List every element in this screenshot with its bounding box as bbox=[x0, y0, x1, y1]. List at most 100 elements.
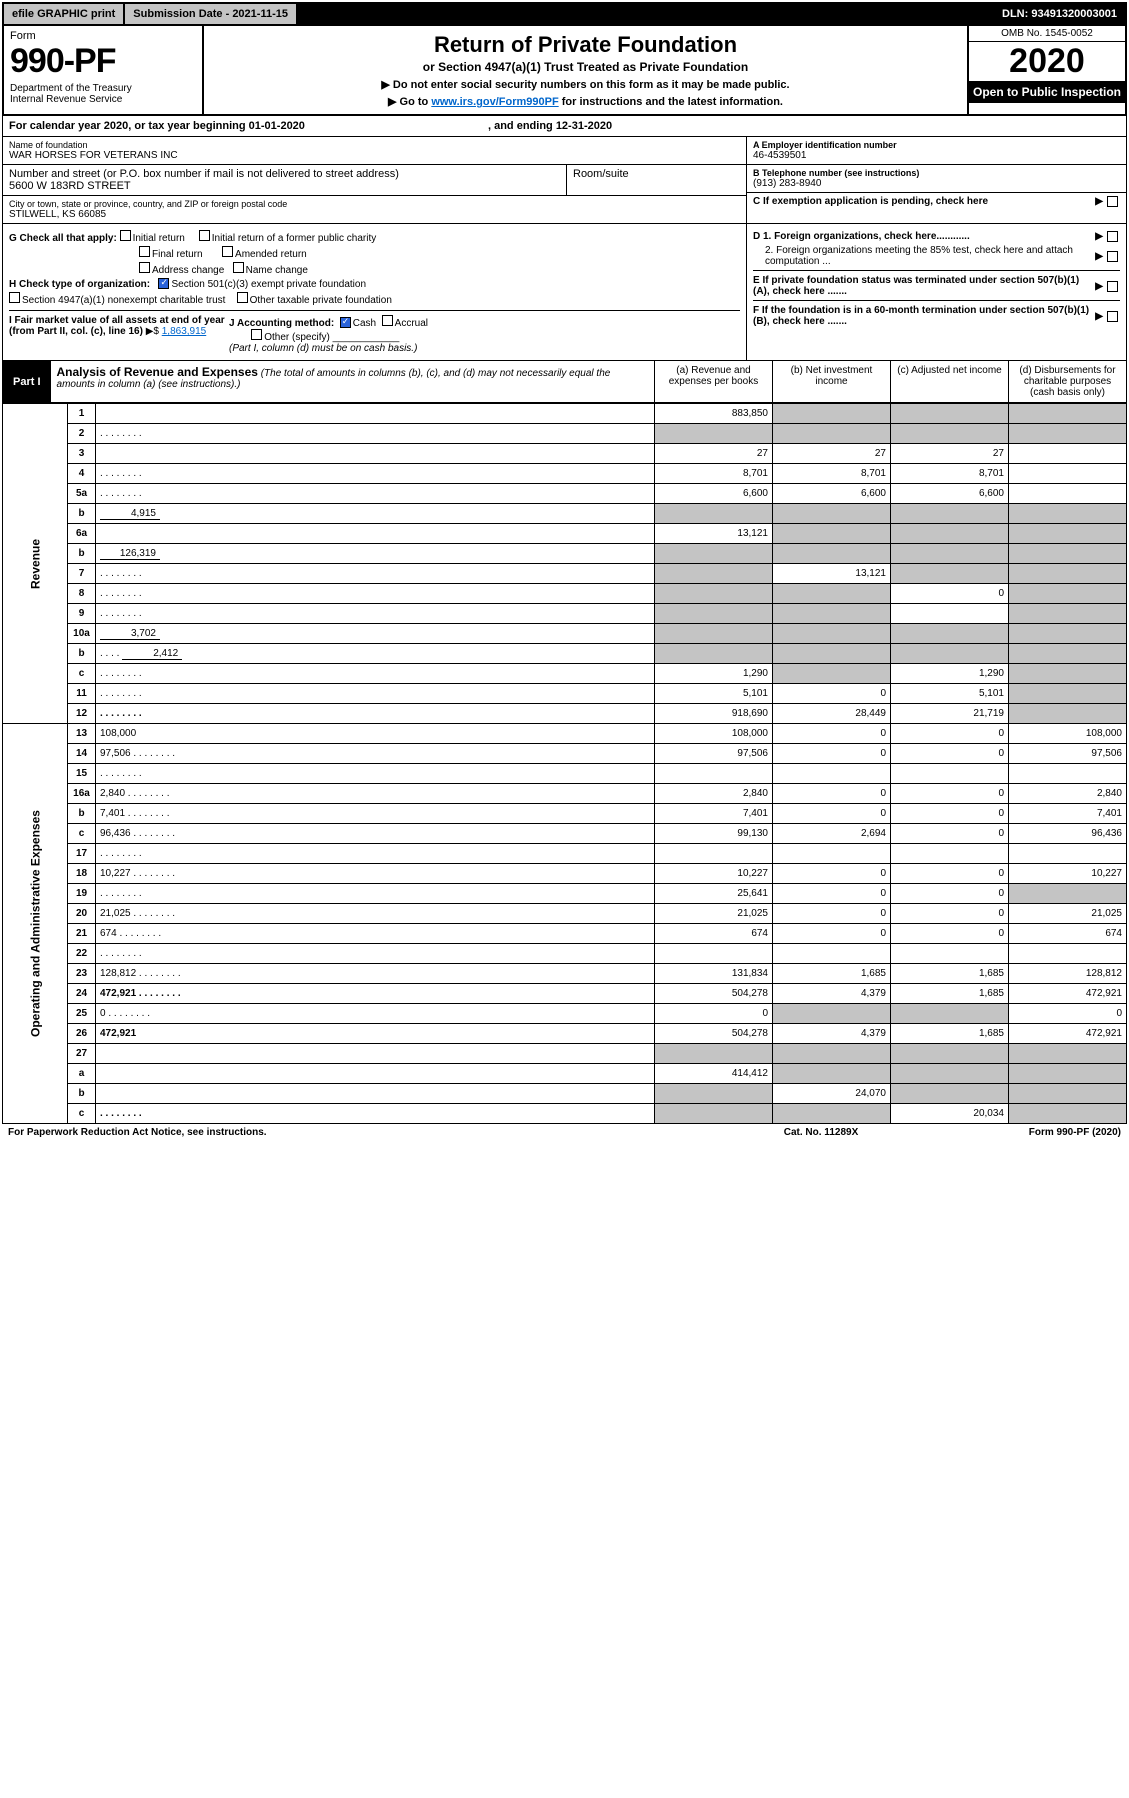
table-row: 19 . . . . . . . .25,64100 bbox=[3, 884, 1127, 904]
table-row: c . . . . . . . .1,2901,290 bbox=[3, 664, 1127, 684]
cell-b bbox=[773, 664, 891, 684]
cell-c bbox=[891, 944, 1009, 964]
table-row: 27 bbox=[3, 1044, 1127, 1064]
cell-a bbox=[655, 544, 773, 564]
cell-d bbox=[1009, 444, 1127, 464]
row-number: b bbox=[68, 644, 96, 664]
d1-checkbox[interactable] bbox=[1107, 231, 1118, 242]
cell-d bbox=[1009, 1064, 1127, 1084]
table-row: 22 . . . . . . . . bbox=[3, 944, 1127, 964]
4947-checkbox[interactable] bbox=[9, 292, 20, 303]
f-checkbox[interactable] bbox=[1107, 311, 1118, 322]
cell-c: 1,685 bbox=[891, 964, 1009, 984]
cell-a: 131,834 bbox=[655, 964, 773, 984]
e-checkbox[interactable] bbox=[1107, 281, 1118, 292]
city-value: STILWELL, KS 66085 bbox=[9, 209, 740, 220]
cell-d bbox=[1009, 764, 1127, 784]
cell-b: 0 bbox=[773, 784, 891, 804]
table-row: b 4,915 bbox=[3, 504, 1127, 524]
cash-checkbox[interactable] bbox=[340, 317, 351, 328]
cell-d: 472,921 bbox=[1009, 1024, 1127, 1044]
cell-d bbox=[1009, 604, 1127, 624]
row-description: 10,227 . . . . . . . . bbox=[96, 864, 655, 884]
arrow-icon: ▶ bbox=[1095, 196, 1103, 207]
cell-b bbox=[773, 624, 891, 644]
cell-a bbox=[655, 424, 773, 444]
cell-b: 0 bbox=[773, 924, 891, 944]
address-change-checkbox[interactable] bbox=[139, 262, 150, 273]
cell-d bbox=[1009, 664, 1127, 684]
irs-link[interactable]: www.irs.gov/Form990PF bbox=[431, 96, 558, 108]
other-taxable-checkbox[interactable] bbox=[237, 292, 248, 303]
dln-label: DLN: 93491320003001 bbox=[994, 4, 1125, 24]
cell-a: 2,840 bbox=[655, 784, 773, 804]
cell-b: 0 bbox=[773, 864, 891, 884]
row-number: 11 bbox=[68, 684, 96, 704]
row-description bbox=[96, 404, 655, 424]
row-description: . . . . . . . . bbox=[96, 844, 655, 864]
cell-d bbox=[1009, 684, 1127, 704]
cell-b bbox=[773, 844, 891, 864]
accrual-checkbox[interactable] bbox=[382, 315, 393, 326]
cell-d: 2,840 bbox=[1009, 784, 1127, 804]
g-line: G Check all that apply: Initial return I… bbox=[9, 230, 740, 244]
fmv-link[interactable]: 1,863,915 bbox=[162, 326, 207, 337]
table-row: c96,436 . . . . . . . .99,1302,694096,43… bbox=[3, 824, 1127, 844]
col-c-header: (c) Adjusted net income bbox=[890, 361, 1008, 402]
cell-d bbox=[1009, 404, 1127, 424]
other-method-checkbox[interactable] bbox=[251, 329, 262, 340]
address-label: Number and street (or P.O. box number if… bbox=[9, 168, 560, 180]
cell-a bbox=[655, 584, 773, 604]
cell-d bbox=[1009, 884, 1127, 904]
cell-b: 0 bbox=[773, 744, 891, 764]
final-return-checkbox[interactable] bbox=[139, 246, 150, 257]
row-number: 12 bbox=[68, 704, 96, 724]
footer: For Paperwork Reduction Act Notice, see … bbox=[2, 1124, 1127, 1141]
name-change-checkbox[interactable] bbox=[233, 262, 244, 273]
cell-a bbox=[655, 844, 773, 864]
cell-d bbox=[1009, 544, 1127, 564]
row-number: 1 bbox=[68, 404, 96, 424]
initial-return-checkbox[interactable] bbox=[120, 230, 131, 241]
submission-date: Submission Date - 2021-11-15 bbox=[125, 4, 296, 24]
table-row: 21674 . . . . . . . .67400674 bbox=[3, 924, 1127, 944]
cell-a: 25,641 bbox=[655, 884, 773, 904]
telephone-label: B Telephone number (see instructions) bbox=[753, 168, 1120, 178]
goto-suffix: for instructions and the latest informat… bbox=[559, 96, 783, 108]
pending-checkbox[interactable] bbox=[1107, 196, 1118, 207]
cell-a bbox=[655, 1104, 773, 1124]
501c3-checkbox[interactable] bbox=[158, 278, 169, 289]
initial-former-checkbox[interactable] bbox=[199, 230, 210, 241]
ein-label: A Employer identification number bbox=[753, 140, 1120, 150]
expenses-section-label: Operating and Administrative Expenses bbox=[3, 724, 68, 1124]
table-row: 16a2,840 . . . . . . . .2,840002,840 bbox=[3, 784, 1127, 804]
row-number: 15 bbox=[68, 764, 96, 784]
cell-b bbox=[773, 544, 891, 564]
cell-a: 504,278 bbox=[655, 984, 773, 1004]
cell-d bbox=[1009, 564, 1127, 584]
table-row: 3272727 bbox=[3, 444, 1127, 464]
col-b-header: (b) Net investment income bbox=[772, 361, 890, 402]
cell-a: 918,690 bbox=[655, 704, 773, 724]
d2-checkbox[interactable] bbox=[1107, 251, 1118, 262]
cell-a bbox=[655, 644, 773, 664]
table-row: 26472,921504,2784,3791,685472,921 bbox=[3, 1024, 1127, 1044]
row-description: . . . . . . . . bbox=[96, 944, 655, 964]
cell-b bbox=[773, 604, 891, 624]
cell-c bbox=[891, 544, 1009, 564]
row-description: . . . . . . . . bbox=[96, 764, 655, 784]
calendar-year-line: For calendar year 2020, or tax year begi… bbox=[2, 116, 1127, 137]
row-description: . . . . . . . . bbox=[96, 1104, 655, 1124]
row-description: 97,506 . . . . . . . . bbox=[96, 744, 655, 764]
name-label: Name of foundation bbox=[9, 140, 740, 150]
amended-return-checkbox[interactable] bbox=[222, 246, 233, 257]
table-row: 1810,227 . . . . . . . .10,2270010,227 bbox=[3, 864, 1127, 884]
cell-b bbox=[773, 1064, 891, 1084]
table-row: b . . . . 2,412 bbox=[3, 644, 1127, 664]
cell-c: 20,034 bbox=[891, 1104, 1009, 1124]
table-row: 9 . . . . . . . . bbox=[3, 604, 1127, 624]
efile-print-button[interactable]: efile GRAPHIC print bbox=[4, 4, 125, 24]
cell-b: 1,685 bbox=[773, 964, 891, 984]
row-description: 3,702 bbox=[96, 624, 655, 644]
row-description: . . . . . . . . bbox=[96, 464, 655, 484]
